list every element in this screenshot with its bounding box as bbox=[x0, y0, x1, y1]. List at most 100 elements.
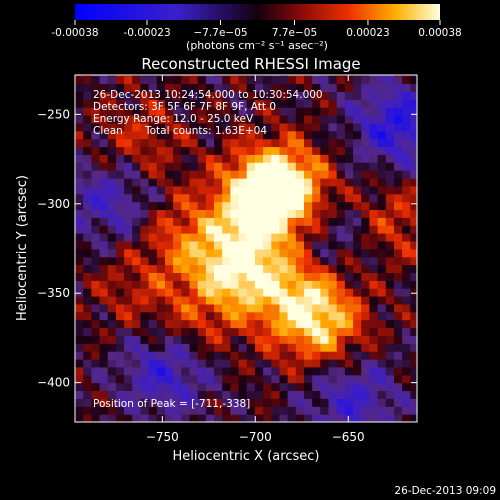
heatmap-cell bbox=[156, 406, 166, 415]
heatmap-cell bbox=[156, 162, 166, 171]
heatmap-cell bbox=[353, 241, 362, 250]
heatmap-cell bbox=[394, 272, 403, 281]
heatmap-cell bbox=[344, 170, 354, 179]
heatmap-cell bbox=[263, 83, 272, 92]
heatmap-cell bbox=[148, 335, 158, 344]
heatmap-cell bbox=[214, 138, 223, 148]
heatmap-cell bbox=[83, 335, 92, 344]
heatmap-cell bbox=[214, 193, 223, 203]
heatmap-cell bbox=[377, 335, 387, 344]
heatmap-cell bbox=[361, 280, 370, 289]
heatmap-cell bbox=[230, 374, 240, 384]
heatmap-cell bbox=[328, 209, 338, 218]
heatmap-cell bbox=[328, 248, 338, 258]
heatmap-cell bbox=[107, 217, 117, 226]
heatmap-cell bbox=[385, 233, 395, 242]
heatmap-cell bbox=[83, 162, 92, 171]
heatmap-cell bbox=[173, 414, 182, 422]
y-tick-label: −350 bbox=[37, 286, 70, 300]
heatmap-cell bbox=[246, 303, 256, 313]
heatmap-cell bbox=[165, 130, 174, 140]
heatmap-cell bbox=[189, 99, 199, 108]
heatmap-cell bbox=[304, 335, 313, 344]
heatmap-cell bbox=[254, 374, 264, 384]
heatmap-cell bbox=[140, 75, 150, 85]
heatmap-cell bbox=[312, 185, 321, 195]
heatmap-cell bbox=[156, 233, 166, 242]
heatmap-cell bbox=[369, 414, 379, 422]
heatmap-cell bbox=[312, 359, 321, 368]
heatmap-cell bbox=[124, 343, 133, 352]
heatmap-cell bbox=[132, 390, 141, 399]
heatmap-cell bbox=[361, 303, 370, 313]
heatmap-cell bbox=[271, 374, 280, 384]
heatmap-cell bbox=[312, 107, 321, 116]
heatmap-cell bbox=[75, 107, 84, 116]
heatmap-cell bbox=[320, 115, 329, 124]
heatmap-cell bbox=[385, 366, 395, 376]
heatmap-cell bbox=[165, 83, 174, 92]
heatmap-cell bbox=[304, 248, 313, 258]
heatmap-cell bbox=[410, 398, 417, 407]
heatmap-cell bbox=[385, 99, 395, 108]
heatmap-cell bbox=[238, 75, 248, 77]
heatmap-cell bbox=[254, 185, 264, 195]
heatmap-cell bbox=[181, 382, 190, 391]
heatmap-cell bbox=[238, 351, 248, 360]
heatmap-cell bbox=[279, 248, 289, 258]
heatmap-cell bbox=[385, 351, 395, 360]
heatmap-cell bbox=[238, 335, 248, 344]
heatmap-cell bbox=[369, 280, 379, 289]
heatmap-cell bbox=[124, 366, 133, 376]
heatmap-cell bbox=[254, 130, 264, 140]
heatmap-cell bbox=[263, 91, 272, 100]
heatmap-cell bbox=[369, 343, 379, 352]
heatmap-cell bbox=[304, 154, 313, 163]
heatmap-cell bbox=[312, 280, 321, 289]
heatmap-cell bbox=[148, 122, 158, 132]
heatmap-cell bbox=[385, 288, 395, 297]
heatmap-cell bbox=[279, 382, 289, 391]
heatmap-cell bbox=[287, 225, 297, 234]
heatmap-cell bbox=[83, 170, 92, 179]
heatmap-cell bbox=[156, 154, 166, 163]
heatmap-cell bbox=[91, 99, 101, 108]
heatmap-cell bbox=[156, 398, 166, 407]
heatmap-cell bbox=[304, 107, 313, 116]
heatmap-cell bbox=[91, 406, 101, 415]
heatmap-cell bbox=[148, 241, 158, 250]
heatmap-cell bbox=[75, 170, 84, 179]
heatmap-cell bbox=[263, 217, 272, 226]
heatmap-cell bbox=[132, 91, 141, 100]
heatmap-cell bbox=[173, 335, 182, 344]
heatmap-cell bbox=[394, 217, 403, 226]
heatmap-cell bbox=[205, 91, 215, 100]
heatmap-cell bbox=[107, 99, 117, 108]
heatmap-cell bbox=[132, 162, 141, 171]
heatmap-cell bbox=[173, 233, 182, 242]
heatmap-cell bbox=[148, 248, 158, 258]
heatmap-cell bbox=[271, 398, 280, 407]
heatmap-cell bbox=[377, 382, 387, 391]
heatmap-cell bbox=[254, 233, 264, 242]
heatmap-cell bbox=[115, 241, 125, 250]
heatmap-cell bbox=[304, 343, 313, 352]
heatmap-cell bbox=[99, 115, 109, 124]
heatmap-cell bbox=[344, 406, 354, 415]
heatmap-cell bbox=[115, 280, 125, 289]
heatmap-cell bbox=[377, 248, 387, 258]
heatmap-cell bbox=[230, 75, 240, 85]
heatmap-cell bbox=[279, 209, 289, 218]
heatmap-cell bbox=[189, 351, 199, 360]
heatmap-cell bbox=[173, 146, 182, 155]
heatmap-cell bbox=[107, 398, 117, 407]
heatmap-cell bbox=[99, 241, 109, 250]
heatmap-cell bbox=[140, 398, 150, 407]
heatmap-cell bbox=[336, 241, 346, 250]
heatmap-cell bbox=[353, 272, 362, 281]
heatmap-cell bbox=[83, 256, 92, 266]
heatmap-cell bbox=[238, 146, 248, 155]
heatmap-cell bbox=[238, 162, 248, 171]
heatmap-cell bbox=[402, 248, 411, 258]
heatmap-cell bbox=[410, 382, 417, 391]
